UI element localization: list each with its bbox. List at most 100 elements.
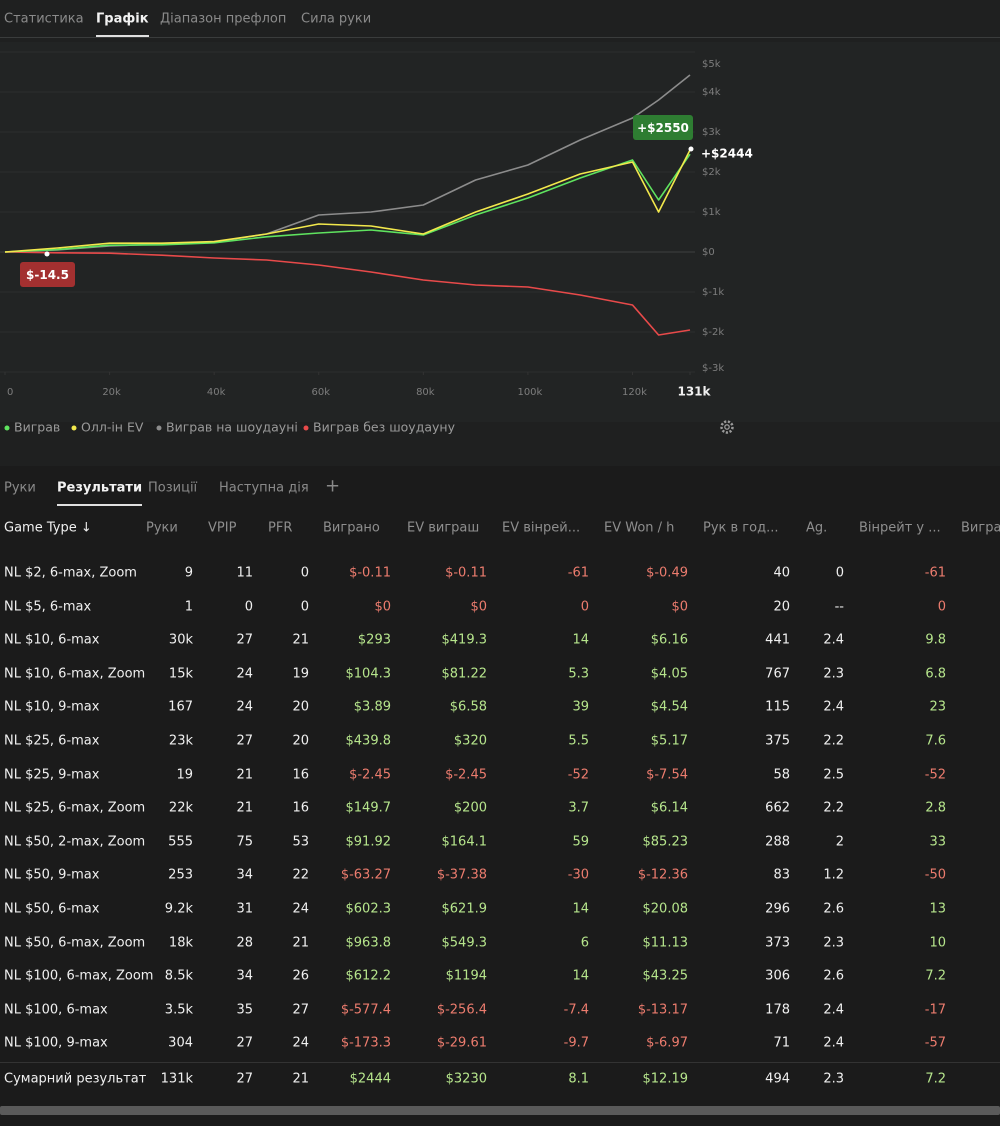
table-cell: 9 (184, 565, 193, 581)
table-cell: 6 (580, 935, 589, 951)
top-tab[interactable]: Діапазон префлоп (160, 11, 287, 27)
table-cell: 16 (292, 800, 309, 816)
top-tab[interactable]: Сила руки (301, 11, 372, 27)
table-cell: 71 (773, 1035, 790, 1051)
table-cell: $-7.54 (646, 767, 688, 783)
table-cell: 27 (236, 1035, 253, 1051)
table-cell: 20 (292, 733, 309, 749)
y-tick-label: $-1k (702, 287, 724, 298)
annotation: +$2550 (637, 121, 689, 135)
table-cell: 6.8 (925, 666, 946, 682)
x-tick-label: 100k (517, 387, 542, 398)
table-cell: $20.08 (642, 901, 689, 917)
total-cell: 131k (160, 1071, 193, 1087)
table-cell: NL $25, 6-max, Zoom (4, 800, 146, 816)
x-tick-label: 60k (311, 387, 330, 398)
legend-dot (303, 425, 309, 431)
table-cell: 83 (773, 867, 790, 883)
column-header[interactable]: Вінрейт у ... (859, 520, 941, 536)
bottom-tab[interactable]: Руки (4, 480, 36, 496)
table-cell: $612.2 (345, 968, 392, 984)
table-cell: 2.4 (823, 699, 844, 715)
bottom-tab[interactable]: Наступна дія (219, 480, 309, 496)
column-header[interactable]: EV виграш (407, 520, 480, 536)
table-cell: 304 (168, 1035, 193, 1051)
total-cell: 8.1 (568, 1071, 589, 1087)
column-header[interactable]: Руки (146, 520, 178, 536)
y-tick-label: $5k (702, 59, 721, 70)
table-cell: -57 (924, 1035, 946, 1051)
table-cell: 35 (236, 1002, 253, 1018)
table-cell: $3.89 (353, 699, 391, 715)
column-header[interactable]: PFR (268, 520, 293, 536)
table-cell: 34 (236, 968, 253, 984)
series-line (4, 149, 691, 253)
table-cell: 23k (168, 733, 193, 749)
table-cell: -61 (567, 565, 589, 581)
legend-dot (156, 425, 162, 431)
column-header[interactable]: Виграно (323, 520, 380, 536)
table-cell: 1 (184, 599, 193, 615)
column-header[interactable]: Рук в год... (703, 520, 779, 536)
column-header[interactable]: Виграш (961, 520, 1000, 536)
table-cell: 296 (765, 901, 790, 917)
table-cell: 2.3 (823, 935, 844, 951)
bottom-tab[interactable]: + (325, 475, 341, 497)
total-divider (0, 1062, 1000, 1063)
table-cell: 2.2 (823, 800, 844, 816)
table-cell: -30 (567, 867, 589, 883)
table-cell: 2.6 (823, 968, 844, 984)
table-cell: 28 (236, 935, 253, 951)
table-cell: $6.58 (449, 699, 487, 715)
bottom-tab[interactable]: Результати (57, 480, 143, 496)
table-cell: $439.8 (345, 733, 392, 749)
column-header[interactable]: Ag. (806, 520, 828, 536)
marker-dot (688, 146, 694, 152)
table-cell: 21 (236, 800, 253, 816)
table-cell: -- (834, 599, 844, 615)
table-cell: 7.2 (925, 968, 946, 984)
bottom-tab[interactable]: Позиції (148, 480, 198, 496)
table-cell: NL $10, 9-max (4, 699, 100, 715)
table-cell: 2 (835, 834, 844, 850)
series-line (4, 251, 691, 336)
column-header[interactable]: VPIP (208, 520, 237, 536)
table-cell: $0 (470, 599, 487, 615)
table-cell: 21 (292, 935, 309, 951)
table-cell: $-0.11 (349, 565, 391, 581)
total-cell: Сумарний результат (4, 1071, 147, 1087)
table-cell: $6.14 (650, 800, 688, 816)
table-cell: 2.4 (823, 1002, 844, 1018)
table-cell: $-577.4 (340, 1002, 391, 1018)
chart: $-3k $-2k $-1k $0 $1k $2k $3k $4k $5k 0 20k 40k 60k 8… (0, 42, 1000, 435)
legend-label: Олл-ін EV (81, 420, 144, 435)
table-cell: 24 (292, 1035, 309, 1051)
table-cell: 26 (292, 968, 309, 984)
top-tab[interactable]: Графік (96, 11, 149, 27)
table-cell: 33 (929, 834, 946, 850)
settings-icon[interactable] (720, 420, 734, 434)
table-cell: $11.13 (642, 935, 689, 951)
table-cell: 441 (765, 632, 790, 648)
table-cell: 2.5 (823, 767, 844, 783)
column-header[interactable]: Game Type ↓ (4, 520, 92, 536)
table-cell: 3.5k (164, 1002, 193, 1018)
table-cell: 9.2k (164, 901, 193, 917)
column-header[interactable]: EV Won / h (604, 520, 675, 536)
table-cell: 20 (292, 699, 309, 715)
table-cell: 1.2 (823, 867, 844, 883)
table-cell: 20 (773, 599, 790, 615)
scrollbar[interactable] (0, 1106, 1000, 1115)
table-cell: 167 (168, 699, 193, 715)
table-cell: $-173.3 (340, 1035, 391, 1051)
table-cell: 7.6 (925, 733, 946, 749)
table-cell: 306 (765, 968, 790, 984)
table-cell: 555 (168, 834, 193, 850)
table-cell: 0 (244, 599, 253, 615)
column-header[interactable]: EV вінрей... (502, 520, 581, 536)
annotation-box (633, 115, 693, 140)
total-cell: 7.2 (925, 1071, 946, 1087)
top-tab[interactable]: Статистика (4, 11, 84, 27)
legend-label: Виграв на шоудауні (166, 420, 298, 435)
table-cell: 375 (765, 733, 790, 749)
